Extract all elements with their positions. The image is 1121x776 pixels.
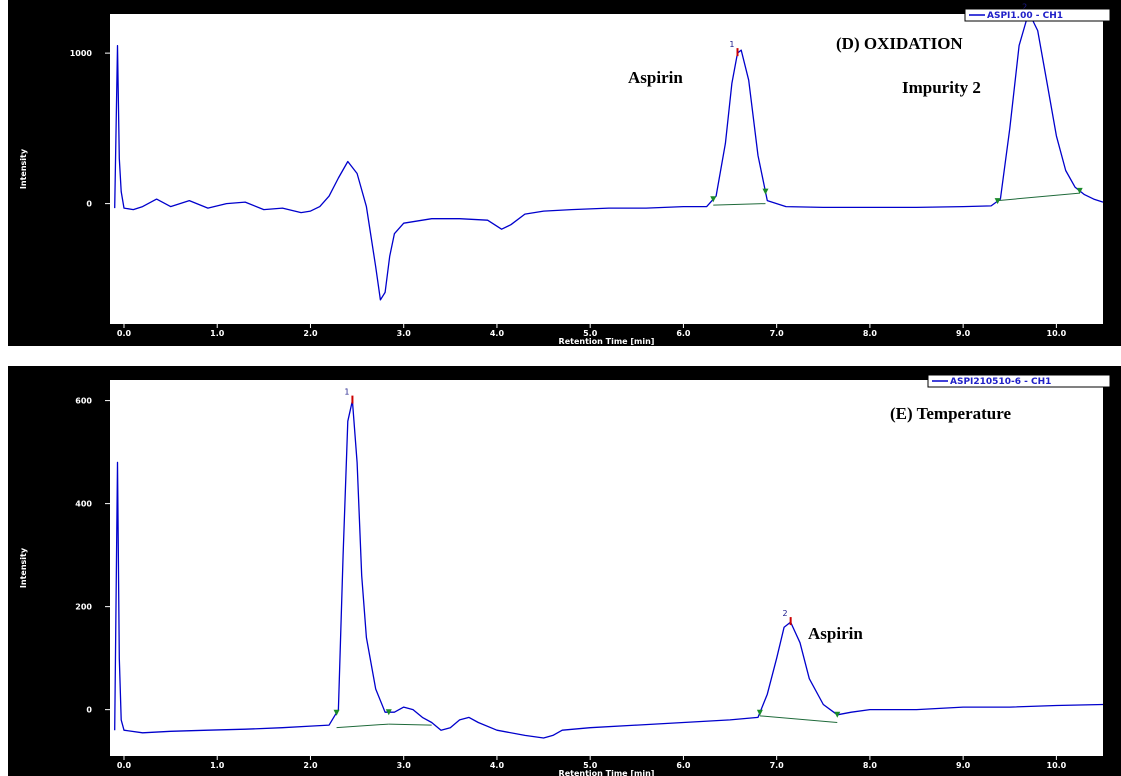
x-tick-label: 5.0 [583,329,598,338]
chart-annotation: Aspirin [628,68,683,87]
x-tick-label: 3.0 [397,329,412,338]
chart-annotation: Aspirin [808,624,863,643]
chart-svg: 0 1000 0.0 1.0 2.0 3.0 4.0 5.0 6.0 7.0 8.0 9.0 10.0 R… [8,0,1121,346]
peak-boundary-marker [756,709,763,716]
legend-label: ASPI1.00 - CH1 [987,11,1063,21]
x-tick-label: 1.0 [210,329,225,338]
x-tick-label: 0.0 [117,761,132,770]
legend-label: ASPI210510-6 - CH1 [950,377,1051,387]
x-tick-label: 8.0 [863,761,878,770]
peak-number: 1 [729,40,734,49]
y-tick-label: 0 [86,200,92,209]
peak-boundary-marker [710,196,717,203]
y-tick-label: 400 [75,500,92,509]
chart-annotation: (E) Temperature [890,404,1011,423]
x-tick-label: 10.0 [1047,329,1067,338]
peak-boundary-marker [834,711,841,718]
x-axis-title: Retention Time [min] [559,337,655,346]
x-tick-label: 6.0 [676,761,691,770]
y-tick-label: 600 [75,397,92,406]
x-tick-label: 0.0 [117,329,132,338]
peak-number: 1 [344,388,349,397]
plot-area [110,380,1103,756]
chromatogram-panel-e: 0 200 400 600 0.0 1.0 2.0 3.0 4.0 5.0 6.0 7.0 8.0 9.0… [0,366,1121,776]
chart-annotation: (D) OXIDATION [836,34,963,53]
integration-baseline [336,723,389,729]
x-tick-label: 2.0 [303,761,318,770]
x-tick-label: 4.0 [490,761,505,770]
peak-boundary-marker [385,709,392,716]
plot-area [110,14,1103,324]
integration-baseline [759,715,838,724]
x-tick-label: 4.0 [490,329,505,338]
y-tick-label: 200 [75,603,92,612]
integration-baseline [713,203,766,206]
x-tick-label: 6.0 [676,329,691,338]
x-tick-label: 9.0 [956,761,971,770]
chromatogram-panel-d: 0 1000 0.0 1.0 2.0 3.0 4.0 5.0 6.0 7.0 8.0 9.0 10.0 R… [0,0,1121,346]
x-tick-label: 8.0 [863,329,878,338]
y-axis-title: Intensity [19,547,28,588]
x-tick-label: 3.0 [397,761,412,770]
peak-boundary-marker [762,188,769,195]
peak-boundary-marker [1076,187,1083,194]
peak-number: 2 [1022,3,1027,12]
x-tick-label: 1.0 [210,761,225,770]
legend-box [927,374,1111,388]
peak-boundary-marker [333,709,340,716]
peak-boundary-marker [994,198,1001,205]
x-tick-label: 9.0 [956,329,971,338]
x-tick-label: 10.0 [1047,761,1067,770]
x-axis-title: Retention Time [min] [559,769,655,776]
y-axis-title: Intensity [19,148,28,189]
x-tick-label: 2.0 [303,329,318,338]
series-line [114,399,1104,739]
chart-annotation: Impurity 2 [902,78,981,97]
x-tick-label: 5.0 [583,761,598,770]
x-tick-label: 7.0 [770,761,785,770]
integration-baseline [997,192,1080,202]
series-line [114,14,1104,301]
peak-number: 2 [783,609,788,618]
y-tick-label: 1000 [70,49,93,58]
integration-baseline [388,723,432,726]
x-tick-label: 7.0 [770,329,785,338]
chart-svg: 0 200 400 600 0.0 1.0 2.0 3.0 4.0 5.0 6.0 7.0 8.0 9.0… [8,366,1121,776]
y-tick-label: 0 [86,706,92,715]
legend-box [964,8,1111,22]
